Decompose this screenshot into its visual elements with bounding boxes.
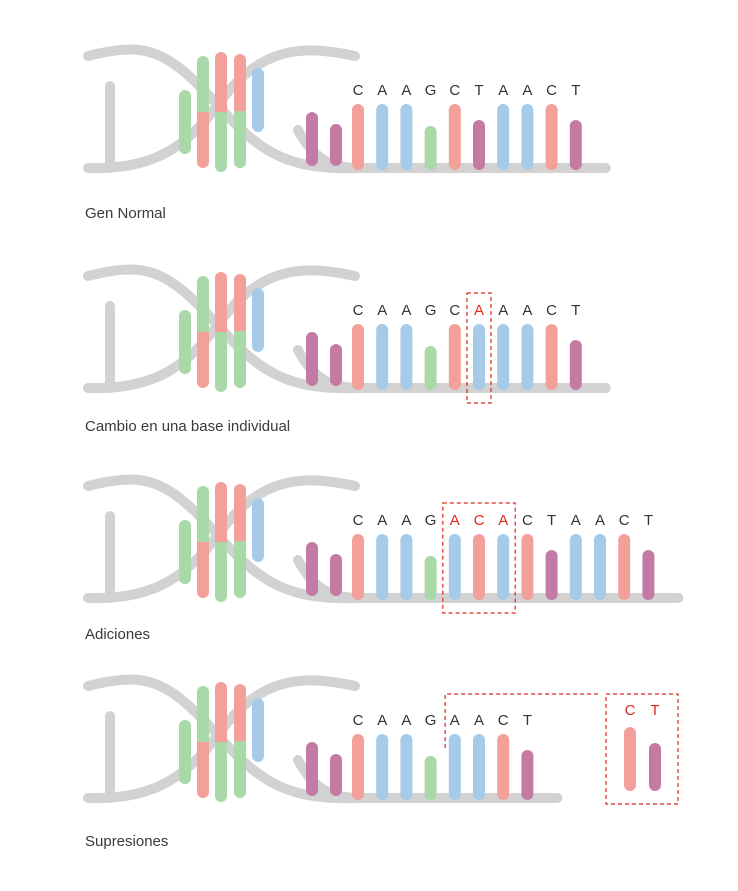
base-letter: C — [449, 302, 460, 319]
base-letter: A — [377, 82, 387, 99]
base-letter: T — [474, 82, 483, 99]
base-letter: T — [571, 302, 580, 319]
base-letter: C — [522, 512, 533, 529]
base-letter: C — [353, 712, 364, 729]
base-letter: C — [353, 82, 364, 99]
base-letter: A — [595, 512, 605, 529]
deleted-base-letter: T — [650, 702, 659, 719]
base-letter: C — [449, 82, 460, 99]
panel-caption: Gen Normal — [85, 205, 166, 222]
base-letter: C — [474, 512, 485, 529]
base-letter: C — [546, 82, 557, 99]
base-letter: G — [425, 512, 437, 529]
base-letter: A — [401, 512, 411, 529]
base-letter: A — [450, 512, 460, 529]
base-letter: G — [425, 712, 437, 729]
base-letter: T — [644, 512, 653, 529]
base-letter: G — [425, 302, 437, 319]
base-letter: C — [498, 712, 509, 729]
base-letter: A — [522, 302, 532, 319]
base-letter: A — [377, 512, 387, 529]
base-letter: A — [498, 512, 508, 529]
deletion-connector — [444, 693, 598, 748]
double-helix — [83, 674, 365, 804]
panel-caption: Adiciones — [85, 626, 151, 643]
base-letter: T — [547, 512, 556, 529]
mutation-highlight-box — [466, 292, 492, 404]
base-letter: A — [401, 712, 411, 729]
base-letter: C — [546, 302, 557, 319]
base-letter: A — [498, 82, 508, 99]
deleted-base-letter: C — [625, 702, 636, 719]
deleted-bases-box — [605, 693, 679, 805]
base-letter: A — [450, 712, 460, 729]
mutation-highlight-box — [442, 502, 516, 614]
dna-strand: C A A G A A C TC T — [83, 674, 679, 805]
base-letter: A — [377, 302, 387, 319]
double-helix — [83, 474, 365, 604]
double-helix — [83, 44, 365, 174]
base-letter: A — [571, 512, 581, 529]
base-letter: G — [425, 82, 437, 99]
panel-caption: Cambio en una base individual — [85, 418, 291, 435]
base-letter: A — [474, 712, 484, 729]
panel-caption: Supresiones — [85, 833, 169, 850]
base-letter: T — [523, 712, 532, 729]
base-letter: A — [377, 712, 387, 729]
base-letter: A — [498, 302, 508, 319]
base-letter: C — [619, 512, 630, 529]
base-letter: A — [474, 302, 484, 319]
base-letter: C — [353, 302, 364, 319]
base-letter: A — [401, 302, 411, 319]
base-letter: A — [401, 82, 411, 99]
base-letter: A — [522, 82, 532, 99]
base-letter: C — [353, 512, 364, 529]
double-helix — [83, 264, 365, 394]
base-letter: T — [571, 82, 580, 99]
